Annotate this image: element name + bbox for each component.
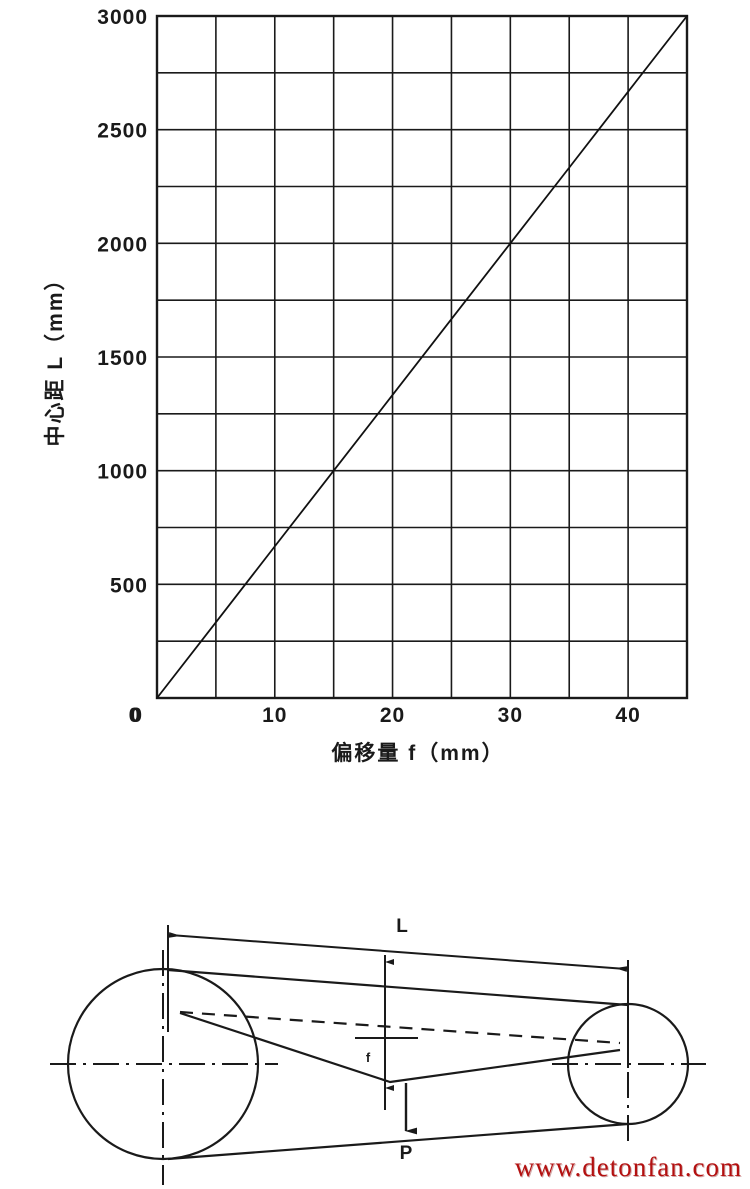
span-length-label: L [396,916,408,937]
x-tick-label: 30 [498,704,523,727]
force-label: P [400,1143,413,1164]
belt-lower-run [167,1122,629,1161]
x-tick-label: 20 [380,704,405,727]
chart-figure: 0 10 20 30 40 0 500 1000 1500 2000 2500 3000 偏移量 f… [43,6,689,765]
deflected-belt-span [179,1011,621,1084]
x-tick-label: 0 [129,704,142,727]
x-axis-tick-labels: 0 10 20 30 40 [129,704,640,727]
x-tick-label: 10 [262,704,287,727]
y-tick-label: 0 [130,704,143,727]
belt-drive-diagram: L f P www.detonfan.com [0,800,750,1189]
x-axis-title: 偏移量 f（mm） [331,741,504,765]
x-tick-label: 40 [615,704,640,727]
deflection-dimension [355,955,418,1110]
deflection-label: f [366,1050,371,1065]
plot-area-frame [155,14,689,700]
y-tick-label: 1000 [97,461,148,484]
y-tick-label: 3000 [97,6,148,29]
y-tick-label: 2000 [97,233,148,256]
y-tick-label: 500 [110,574,148,597]
belt-diagram-svg: L f P [50,916,706,1185]
dimension-line-L [168,932,628,972]
y-tick-label: 1500 [97,347,148,370]
undeflected-belt-span-dashed [179,1010,621,1045]
y-axis-title: 中心距 L（mm） [43,267,67,446]
data-series-line [156,15,688,699]
y-tick-label: 2500 [97,120,148,143]
chart-svg: 0 10 20 30 40 0 500 1000 1500 2000 2500 3000 偏移量 f… [43,6,689,765]
y-axis-tick-labels: 0 500 1000 1500 2000 2500 3000 [97,6,148,727]
span-dimension-line [167,925,629,1068]
belt-upper-run [167,968,629,1007]
site-watermark: www.detonfan.com [514,1152,742,1182]
